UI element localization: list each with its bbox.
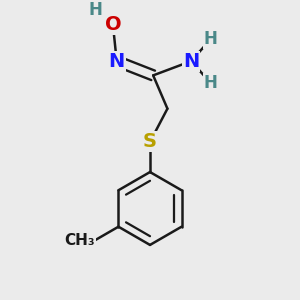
Text: S: S [143, 132, 157, 152]
Text: CH₃: CH₃ [64, 233, 95, 248]
Text: N: N [109, 52, 125, 70]
Text: O: O [105, 15, 121, 34]
Text: H: H [88, 2, 102, 20]
Text: N: N [183, 52, 199, 70]
Text: H: H [204, 74, 218, 92]
Text: H: H [204, 30, 218, 48]
